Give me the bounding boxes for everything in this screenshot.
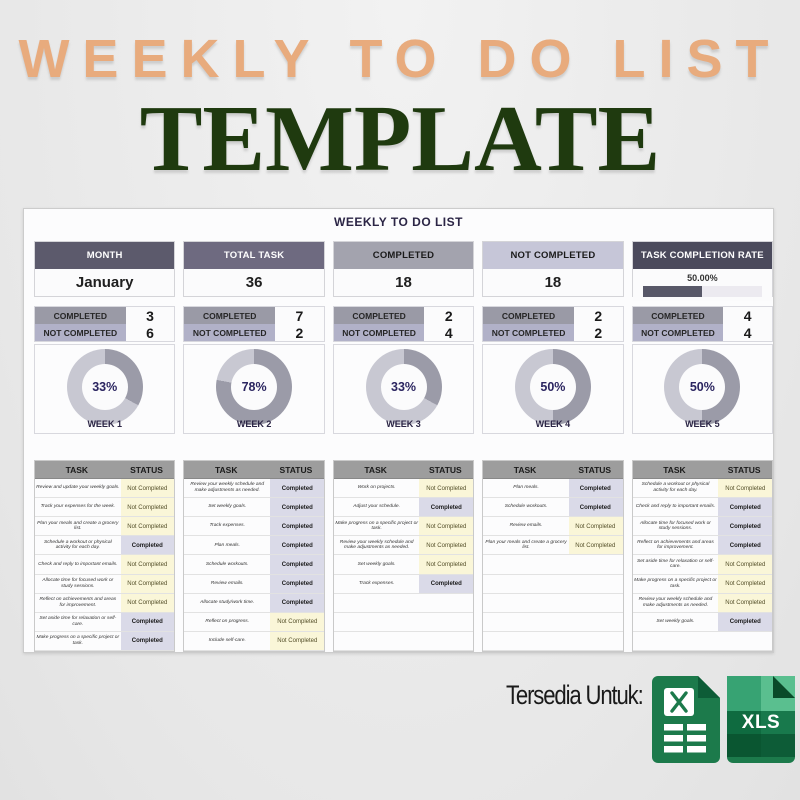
svg-text:XLS: XLS	[742, 712, 780, 733]
